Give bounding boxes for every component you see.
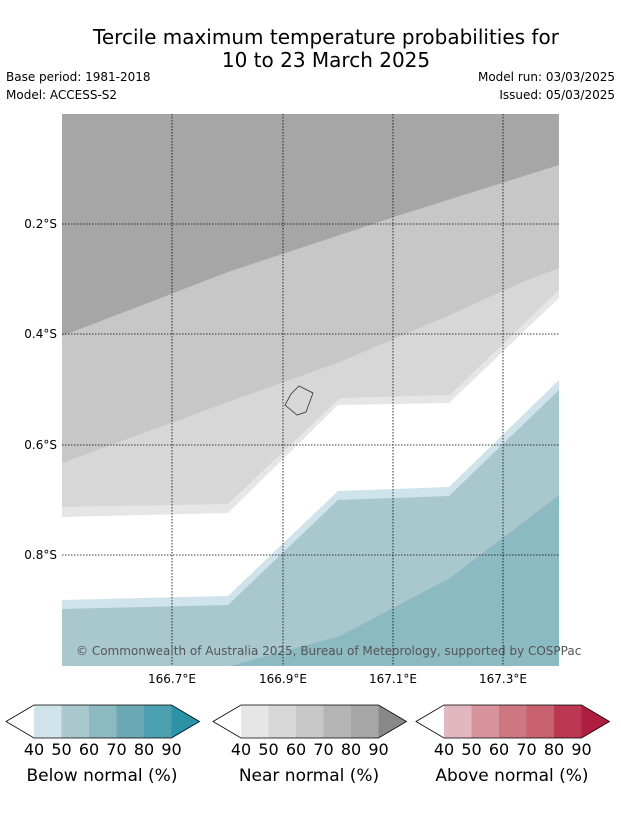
colorbar-title-near: Near normal (%): [238, 766, 380, 786]
colorbar-tick-label: 50: [51, 740, 71, 759]
lon-label: 166.9°E: [259, 672, 307, 686]
lon-label: 167.3°E: [479, 672, 527, 686]
below-normal-60-region: [230, 495, 559, 666]
lon-label: 167.1°E: [369, 672, 417, 686]
map-title: Tercile maximum temperature probabilitie…: [0, 26, 621, 72]
title-line-2: 10 to 23 March 2025: [221, 48, 431, 72]
colorbar-tick-label: 60: [489, 740, 509, 759]
colorbar-tick-label: 70: [516, 740, 536, 759]
colorbar-segment: [34, 705, 62, 738]
lat-label: 0.8°S: [24, 548, 57, 562]
longitude-labels: 166.7°E 166.9°E 167.1°E 167.3°E: [148, 672, 527, 686]
gridlines: [62, 114, 559, 666]
lat-label: 0.6°S: [24, 438, 57, 452]
colorbar-title-above: Above normal (%): [435, 766, 589, 786]
lat-label: 0.2°S: [24, 217, 57, 231]
probability-field: [62, 114, 559, 666]
colorbar-segment: [89, 705, 117, 738]
colorbar-segment: [144, 705, 172, 738]
title-line-1: Tercile maximum temperature probabilitie…: [93, 25, 559, 49]
colorbar-tick-label: 70: [313, 740, 333, 759]
colorbar-segment: [296, 705, 324, 738]
colorbar-segment: [268, 705, 296, 738]
model-name: Model: ACCESS-S2: [6, 88, 118, 102]
colorbar-segment: [323, 705, 351, 738]
colorbar-max-arrow: [378, 705, 407, 738]
colorbar-above: 40 50 60 70 80 90: [415, 704, 611, 759]
latitude-labels: 0.2°S 0.4°S 0.6°S 0.8°S: [24, 217, 57, 562]
colorbar-tick-label: 70: [106, 740, 126, 759]
model-run: Model run: 03/03/2025: [477, 70, 615, 84]
colorbar-tick-label: 60: [286, 740, 306, 759]
colorbars: 40 50 60 70 80 90 40 50 60 70 80 90 40 50 60 70 80 90: [5, 704, 611, 759]
colorbar-outline: [212, 704, 408, 739]
colorbar-max-arrow: [581, 705, 610, 738]
island-outline: [284, 385, 314, 416]
colorbar-tick-label: 80: [544, 740, 564, 759]
lat-label: 0.4°S: [24, 327, 57, 341]
colorbar-tick-label: 40: [231, 740, 251, 759]
colorbar-tick-label: 80: [134, 740, 154, 759]
meta-right: Model run: 03/03/2025 Issued: 05/03/2025: [478, 68, 615, 104]
colorbar-min-arrow: [6, 705, 34, 738]
meta-left: Base period: 1981-2018 Model: ACCESS-S2: [6, 68, 151, 104]
colorbar-near: 40 50 60 70 80 90: [212, 704, 408, 759]
colorbar-tick-label: 50: [258, 740, 278, 759]
issued-date: Issued: 05/03/2025: [499, 88, 615, 102]
colorbar-outline: [415, 704, 611, 739]
colorbar-segment: [471, 705, 499, 738]
colorbar-segment: [351, 705, 379, 738]
colorbar-min-arrow: [416, 705, 444, 738]
colorbar-tick-label: 40: [434, 740, 454, 759]
colorbar-segment: [526, 705, 554, 738]
colorbar-tick-label: 90: [368, 740, 388, 759]
colorbar-segment: [61, 705, 89, 738]
colorbar-tick-label: 60: [79, 740, 99, 759]
copyright-notice: © Commonwealth of Australia 2025, Bureau…: [76, 644, 581, 658]
colorbar-max-arrow: [171, 705, 200, 738]
lon-label: 166.7°E: [148, 672, 196, 686]
colorbar-below: 40 50 60 70 80 90: [5, 704, 201, 759]
colorbar-segment: [499, 705, 527, 738]
colorbar-outline: [5, 704, 201, 739]
colorbar-tick-label: 50: [461, 740, 481, 759]
colorbar-tick-label: 90: [571, 740, 591, 759]
colorbar-segment: [241, 705, 269, 738]
colorbar-segment: [444, 705, 472, 738]
colorbar-tick-label: 80: [341, 740, 361, 759]
colorbar-min-arrow: [213, 705, 241, 738]
colorbar-tick-label: 90: [161, 740, 181, 759]
base-period: Base period: 1981-2018: [6, 70, 151, 84]
colorbar-title-below: Below normal (%): [26, 766, 178, 786]
colorbar-segment: [116, 705, 144, 738]
colorbar-tick-label: 40: [24, 740, 44, 759]
colorbar-segment: [554, 705, 582, 738]
